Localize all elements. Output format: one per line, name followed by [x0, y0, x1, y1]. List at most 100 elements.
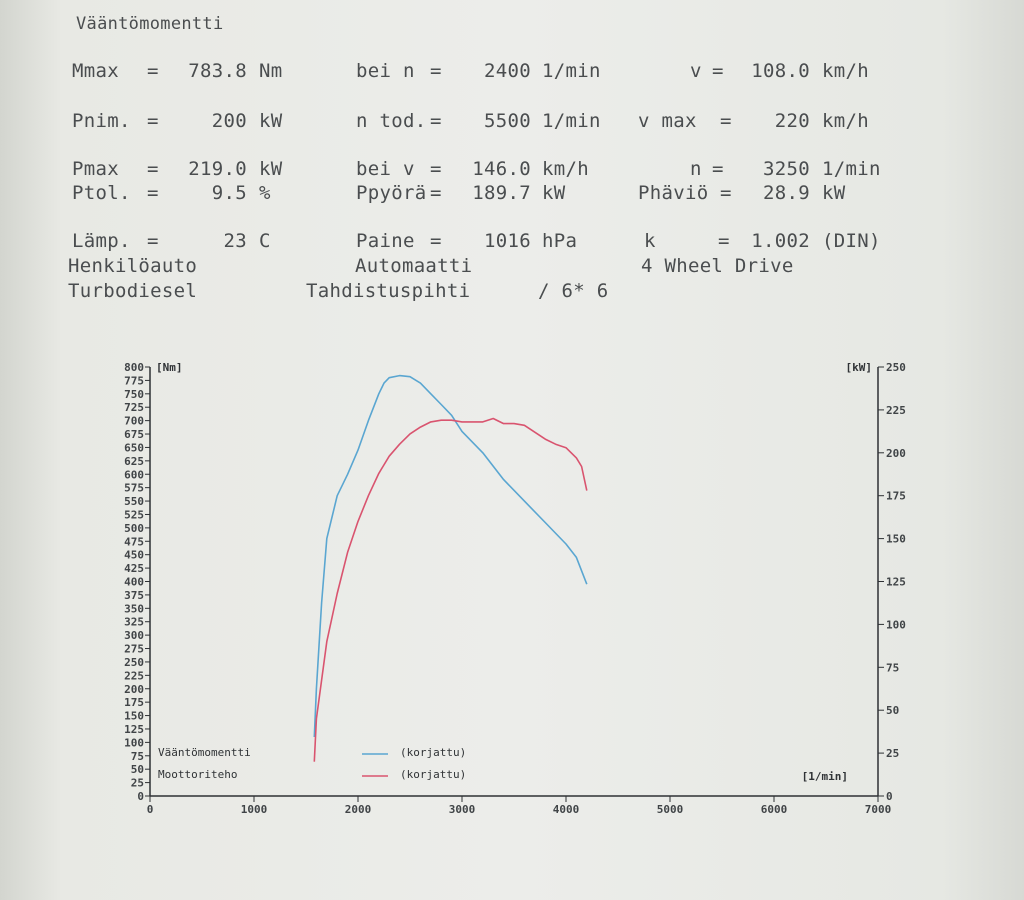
n_tod-unit: 1/min [542, 110, 601, 132]
y-left-tick-label: 675 [124, 428, 144, 441]
bei_n-label: bei n [356, 60, 415, 82]
y-right-tick-label: 225 [886, 404, 906, 417]
pnim-equals: = [147, 110, 159, 132]
x-tick-label: 5000 [657, 803, 684, 816]
y-left-tick-label: 0 [137, 790, 144, 803]
bei_v-label: bei v [356, 158, 415, 180]
paine-label: Paine [356, 230, 415, 252]
n_tod-value: 5500 [484, 110, 531, 132]
v_max-value: 220 [774, 110, 810, 132]
y-right-tick-label: 75 [886, 661, 899, 674]
y-left-tick-label: 650 [124, 441, 144, 454]
y-left-unit-label: [Nm] [156, 361, 183, 374]
x-tick-label: 1000 [241, 803, 268, 816]
y-left-tick-label: 200 [124, 683, 144, 696]
y-left-tick-label: 175 [124, 696, 144, 709]
y-left-tick-label: 700 [124, 415, 144, 428]
ppyora-value: 189.7 [472, 182, 531, 204]
y-left-tick-label: 500 [124, 522, 144, 535]
paine-unit: hPa [542, 230, 578, 252]
ppyora-equals: = [430, 182, 442, 204]
x-tick-label: 3000 [449, 803, 476, 816]
phavio-label: Phäviö [638, 182, 709, 204]
pmax-equals: = [147, 158, 159, 180]
legend-suffix: (korjattu) [400, 768, 466, 781]
v_max-label: v max [638, 110, 697, 132]
ppyora-label: Ppyörä [356, 182, 427, 204]
y-left-tick-label: 800 [124, 361, 144, 374]
k-equals: = [718, 230, 730, 252]
y-right-unit-label: [kW] [846, 361, 873, 374]
mmax-label: Mmax [72, 60, 119, 82]
y-left-tick-label: 775 [124, 374, 144, 387]
bei_v-value: 146.0 [472, 158, 531, 180]
report-title: Vääntömomentti [76, 14, 224, 34]
lamp-label: Lämp. [72, 230, 131, 252]
y-left-tick-label: 325 [124, 616, 144, 629]
x-tick-label: 4000 [553, 803, 580, 816]
lamp-value: 23 [223, 230, 247, 252]
k-unit: (DIN) [822, 230, 881, 252]
sync-type: Tahdistuspihti [306, 280, 471, 302]
bei_n-unit: 1/min [542, 60, 601, 82]
x-tick-label: 2000 [345, 803, 372, 816]
y-left-tick-label: 300 [124, 629, 144, 642]
lamp-unit: C [259, 230, 271, 252]
y-left-tick-label: 150 [124, 710, 144, 723]
power-series-line [313, 417, 588, 762]
mmax-value: 783.8 [188, 60, 247, 82]
v-value: 108.0 [751, 60, 810, 82]
paine-value: 1016 [484, 230, 531, 252]
y-left-tick-label: 625 [124, 455, 144, 468]
y-left-tick-label: 450 [124, 549, 144, 562]
v_max-unit: km/h [822, 110, 869, 132]
y-left-tick-label: 600 [124, 468, 144, 481]
y-left-tick-label: 550 [124, 495, 144, 508]
mmax-equals: = [147, 60, 159, 82]
legend-suffix: (korjattu) [400, 746, 466, 759]
legend-name: Vääntömomentti [158, 746, 251, 759]
ppyora-unit: kW [542, 182, 566, 204]
v_max-equals: = [720, 110, 732, 132]
y-right-tick-label: 200 [886, 447, 906, 460]
x-tick-label: 0 [147, 803, 154, 816]
v-label: v [690, 60, 702, 82]
y-left-tick-label: 25 [131, 777, 144, 790]
bei_n-value: 2400 [484, 60, 531, 82]
y-right-tick-label: 50 [886, 704, 899, 717]
y-left-tick-label: 575 [124, 482, 144, 495]
x-tick-label: 7000 [865, 803, 892, 816]
n_tod-equals: = [430, 110, 442, 132]
x-unit-label: [1/min] [802, 770, 848, 783]
vehicle-type: Henkilöauto [68, 255, 198, 277]
torque-series-line [313, 374, 588, 738]
y-right-tick-label: 150 [886, 533, 906, 546]
pnim-unit: kW [259, 110, 283, 132]
y-left-tick-label: 525 [124, 508, 144, 521]
y-left-tick-label: 50 [131, 763, 144, 776]
y-left-tick-label: 125 [124, 723, 144, 736]
y-left-tick-label: 375 [124, 589, 144, 602]
y-left-tick-label: 75 [131, 750, 144, 763]
ratio-value: / 6* 6 [538, 280, 609, 302]
k-label: k [644, 230, 656, 252]
engine-type: Turbodiesel [68, 280, 198, 302]
y-right-tick-label: 175 [886, 490, 906, 503]
bei_v-equals: = [430, 158, 442, 180]
y-left-tick-label: 275 [124, 643, 144, 656]
n_tod-label: n tod. [356, 110, 427, 132]
y-left-tick-label: 750 [124, 388, 144, 401]
ptol-equals: = [147, 182, 159, 204]
pmax-unit: kW [259, 158, 283, 180]
pmax-value: 219.0 [188, 158, 247, 180]
pnim-value: 200 [211, 110, 247, 132]
n-unit: 1/min [822, 158, 881, 180]
drive-type: 4 Wheel Drive [641, 255, 794, 277]
y-right-tick-label: 25 [886, 747, 899, 760]
y-left-tick-label: 225 [124, 669, 144, 682]
y-left-tick-label: 400 [124, 576, 144, 589]
n-equals: = [712, 158, 724, 180]
v-unit: km/h [822, 60, 869, 82]
